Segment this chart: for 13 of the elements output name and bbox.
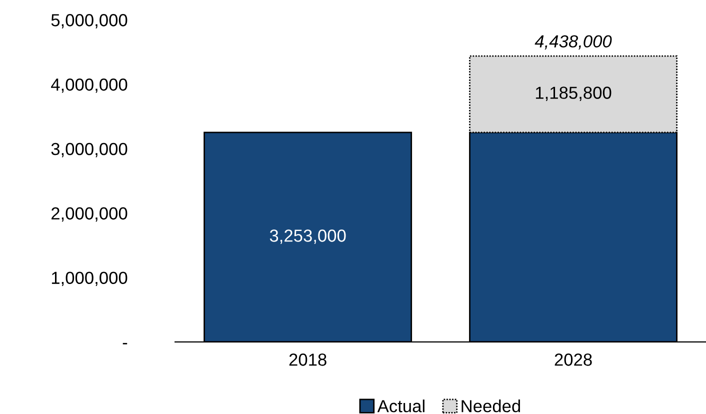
- y-tick-label: 1,000,000: [52, 272, 128, 286]
- data-label: 3,253,000: [270, 230, 346, 244]
- y-tick-label: -: [122, 342, 128, 344]
- y-tick-label: 3,000,000: [51, 142, 128, 158]
- x-tick-label: 2028: [554, 354, 592, 366]
- y-tick-label: 5,000,000: [51, 14, 128, 28]
- y-tick-label: 4,000,000: [51, 78, 128, 93]
- total-label: 4,438,000: [534, 35, 612, 50]
- legend-label: Actual: [377, 400, 424, 412]
- x-tick-label: 2018: [289, 354, 326, 366]
- data-label: 1,185,800: [536, 86, 612, 101]
- legend-label: Needed: [462, 400, 520, 412]
- y-tick-label: 2,000,000: [52, 207, 128, 222]
